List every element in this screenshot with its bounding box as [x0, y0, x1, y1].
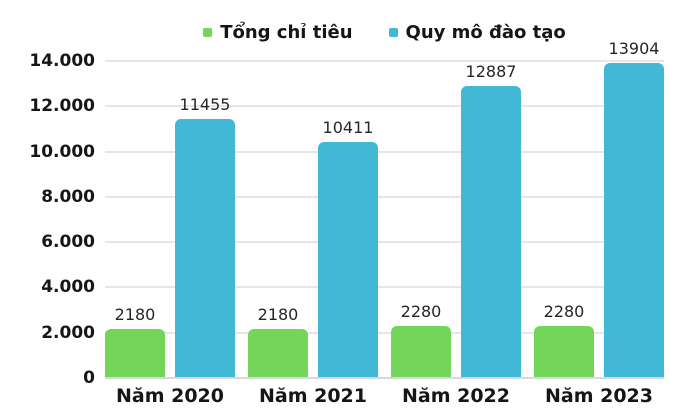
bar-value-label: 10411 — [322, 118, 374, 138]
bar — [461, 86, 521, 378]
bar-value-label: 13904 — [608, 39, 660, 59]
bar — [318, 142, 378, 378]
bar-value-label: 2180 — [257, 304, 299, 324]
bar-value-label: 12887 — [465, 62, 517, 82]
bar — [105, 328, 165, 378]
gridline — [105, 105, 664, 108]
gridline — [105, 331, 664, 334]
legend-item: Quy mô đào tạo — [388, 22, 566, 43]
bar-group: 2180 11455 Năm 2020 — [105, 61, 235, 407]
gridline — [105, 150, 664, 153]
y-tick-label: 8.000 — [41, 186, 95, 207]
bar-group: 2280 13904 Năm 2023 — [534, 39, 664, 407]
gridline — [105, 60, 664, 62]
bar-group: 2180 10411 Năm 2021 — [248, 61, 378, 407]
legend-label: Quy mô đào tạo — [405, 22, 566, 43]
bar-group: 2280 12887 Năm 2022 — [391, 61, 521, 407]
legend-label: Tổng chỉ tiêu — [220, 22, 353, 43]
bar-value-label: 2280 — [543, 302, 585, 322]
y-tick-label: 6.000 — [41, 232, 95, 253]
legend-swatch-icon — [388, 28, 398, 37]
y-tick-label: 12.000 — [29, 96, 95, 117]
x-axis-label: Năm 2023 — [544, 385, 654, 407]
y-tick-label: 2.000 — [41, 322, 95, 343]
bar — [604, 63, 664, 378]
y-tick-label: 10.000 — [29, 141, 95, 162]
bar — [248, 328, 308, 378]
x-axis-label: Năm 2020 — [115, 385, 225, 407]
gridline — [105, 195, 664, 198]
gridline — [105, 241, 664, 244]
bar — [391, 326, 451, 378]
bar — [534, 326, 594, 378]
bar-value-label: 2280 — [400, 302, 442, 322]
bar-value-label: 11455 — [179, 94, 231, 114]
gridline — [105, 286, 664, 289]
y-tick-label: 14.000 — [29, 51, 95, 71]
chart-legend: Tổng chỉ tiêu Quy mô đào tạo — [105, 22, 664, 43]
legend-item: Tổng chỉ tiêu — [203, 22, 353, 43]
plot-area: 2180 11455 Năm 2020 2180 10411 Năm 2021 2280 12… — [105, 39, 664, 407]
bar — [175, 118, 235, 378]
y-tick-label: 4.000 — [41, 277, 95, 298]
bar-groups: 2180 11455 Năm 2020 2180 10411 Năm 2021 2280 12… — [105, 39, 664, 407]
x-axis-label: Năm 2021 — [258, 385, 368, 407]
legend-swatch-icon — [203, 28, 213, 37]
x-axis-baseline — [105, 377, 664, 379]
x-axis-label: Năm 2022 — [401, 385, 511, 407]
bar-value-label: 2180 — [114, 304, 156, 324]
y-tick-label: 0 — [83, 368, 95, 388]
